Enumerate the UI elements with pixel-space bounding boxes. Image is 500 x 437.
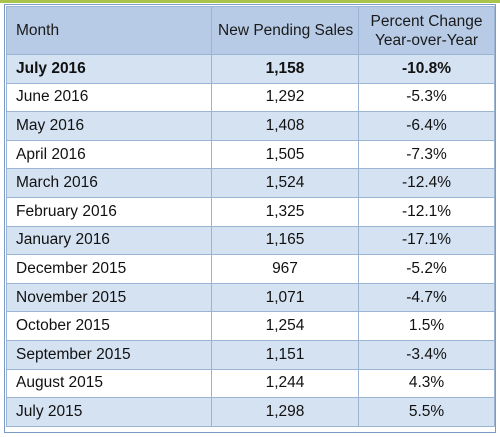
- cell-month: June 2016: [6, 82, 212, 113]
- table-row: July 2016 1,158 -10.8%: [6, 54, 495, 84]
- cell-month: February 2016: [6, 196, 212, 227]
- table-row: March 2016 1,524 -12.4%: [6, 168, 495, 198]
- cell-month: October 2015: [6, 311, 212, 341]
- cell-sales: 1,292: [211, 82, 359, 113]
- table-row: November 2015 1,071 -4.7%: [6, 282, 495, 313]
- table-row: February 2016 1,325 -12.1%: [6, 196, 495, 227]
- percent-change-line-1: Percent Change: [370, 12, 483, 30]
- cell-sales: 1,524: [211, 168, 359, 198]
- table-row: September 2015 1,151 -3.4%: [6, 339, 495, 370]
- cell-percent-change: -7.3%: [358, 139, 495, 170]
- cell-sales: 1,408: [211, 111, 359, 141]
- column-header-month: Month: [6, 6, 212, 55]
- table-row: July 2015 1,298 5.5%: [6, 397, 495, 427]
- cell-sales: 1,165: [211, 225, 359, 256]
- accent-bar: [0, 0, 500, 3]
- cell-percent-change: -5.3%: [358, 82, 495, 113]
- cell-sales: 1,325: [211, 196, 359, 227]
- cell-month: May 2016: [6, 111, 212, 141]
- cell-percent-change: 4.3%: [358, 368, 495, 399]
- cell-sales: 1,158: [211, 54, 359, 84]
- cell-sales: 967: [211, 254, 359, 284]
- cell-percent-change: -12.4%: [358, 168, 495, 198]
- cell-percent-change: -5.2%: [358, 254, 495, 284]
- cell-month: April 2016: [6, 139, 212, 170]
- cell-month: July 2016: [6, 54, 212, 84]
- cell-sales: 1,071: [211, 282, 359, 313]
- pending-sales-table: Month New Pending Sales Percent Change Y…: [6, 6, 495, 427]
- table-row: December 2015 967 -5.2%: [6, 254, 495, 284]
- column-header-new-pending-sales: New Pending Sales: [211, 6, 359, 55]
- table-header: Month New Pending Sales Percent Change Y…: [6, 6, 495, 55]
- cell-percent-change: -17.1%: [358, 225, 495, 256]
- cell-month: November 2015: [6, 282, 212, 313]
- cell-month: December 2015: [6, 254, 212, 284]
- table-body: July 2016 1,158 -10.8% June 2016 1,292 -…: [6, 54, 495, 427]
- cell-month: September 2015: [6, 339, 212, 370]
- percent-change-line-2: Year-over-Year: [374, 31, 479, 49]
- table-row: August 2015 1,244 4.3%: [6, 368, 495, 399]
- cell-month: July 2015: [6, 397, 212, 427]
- cell-percent-change: -4.7%: [358, 282, 495, 313]
- table-row: October 2015 1,254 1.5%: [6, 311, 495, 341]
- cell-sales: 1,505: [211, 139, 359, 170]
- cell-percent-change: -6.4%: [358, 111, 495, 141]
- cell-sales: 1,254: [211, 311, 359, 341]
- cell-percent-change: -12.1%: [358, 196, 495, 227]
- cell-percent-change: 5.5%: [358, 397, 495, 427]
- header-row: Month New Pending Sales Percent Change Y…: [6, 6, 495, 55]
- table-row: January 2016 1,165 -17.1%: [6, 225, 495, 256]
- cell-sales: 1,298: [211, 397, 359, 427]
- cell-month: March 2016: [6, 168, 212, 198]
- table-row: May 2016 1,408 -6.4%: [6, 111, 495, 141]
- cell-sales: 1,151: [211, 339, 359, 370]
- cell-percent-change: 1.5%: [358, 311, 495, 341]
- cell-month: January 2016: [6, 225, 212, 256]
- column-header-percent-change: Percent Change Year-over-Year: [358, 6, 495, 55]
- table-row: June 2016 1,292 -5.3%: [6, 82, 495, 113]
- cell-sales: 1,244: [211, 368, 359, 399]
- cell-percent-change: -3.4%: [358, 339, 495, 370]
- cell-percent-change: -10.8%: [358, 54, 495, 84]
- table-row: April 2016 1,505 -7.3%: [6, 139, 495, 170]
- cell-month: August 2015: [6, 368, 212, 399]
